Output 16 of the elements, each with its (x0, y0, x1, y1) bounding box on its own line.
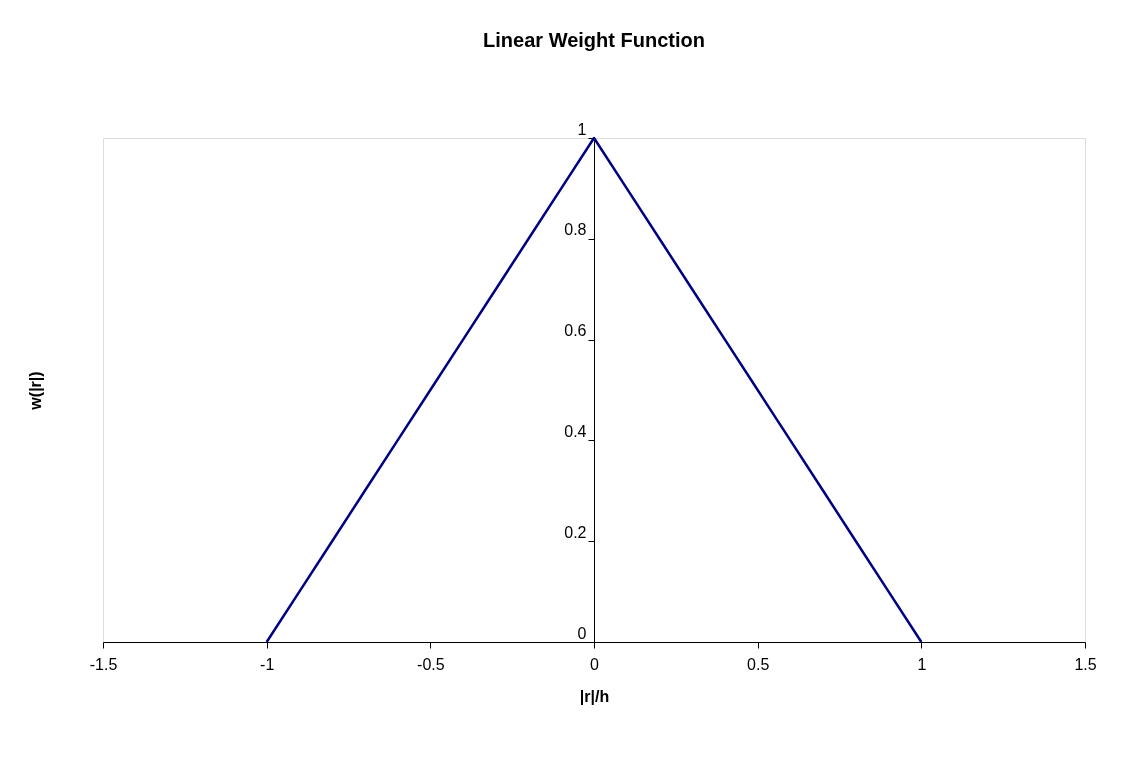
x-tick-label: -1 (260, 655, 275, 673)
y-tick-label: 0 (577, 624, 587, 642)
y-tick-label: 1 (577, 120, 587, 138)
y-tick-label: 0.2 (564, 523, 587, 541)
y-axis-title: w(|r|) (26, 371, 44, 411)
chart-title: Linear Weight Function (483, 29, 705, 51)
y-tick-label: 0.4 (564, 422, 587, 440)
x-tick-label: 0.5 (747, 655, 770, 673)
x-tick-label: 1 (917, 655, 927, 673)
y-tick-label: 0.8 (564, 221, 587, 239)
x-tick-label: 1.5 (1074, 655, 1097, 673)
y-tick-label: 0.6 (564, 322, 587, 340)
x-tick-label: 0 (590, 655, 600, 673)
x-tick-label: -1.5 (89, 655, 118, 673)
x-tick-label: -0.5 (417, 655, 445, 673)
x-axis-title: |r|/h (579, 687, 610, 705)
